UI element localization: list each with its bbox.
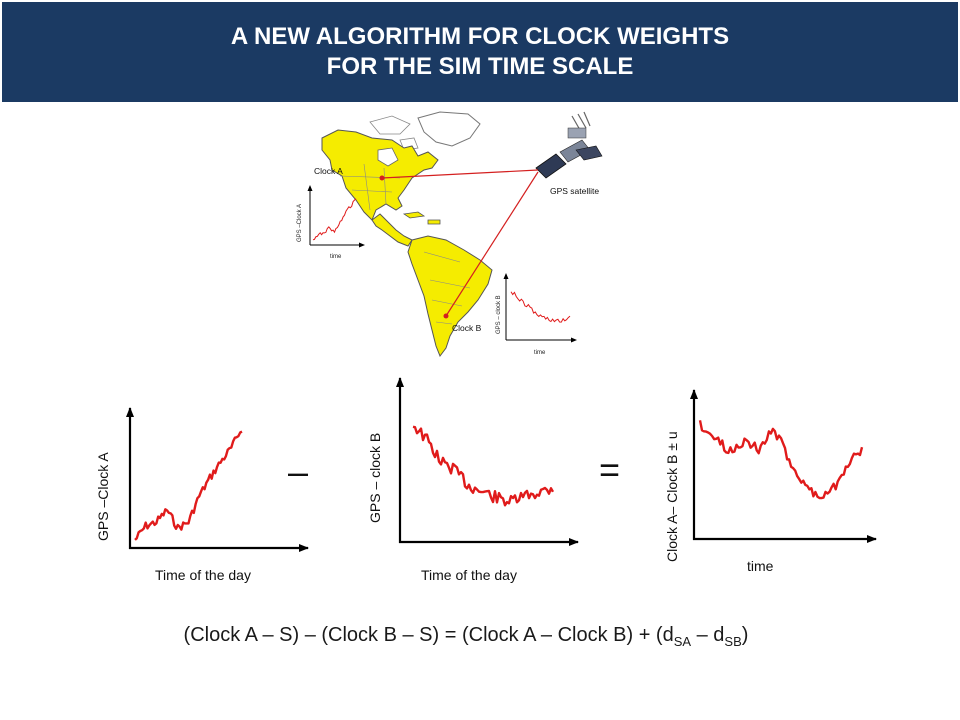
americas-map: Clock A Clock B GPS satellite GPS –Clock… bbox=[297, 111, 603, 358]
panel-b: GPS – clock B Time of the day bbox=[367, 377, 579, 583]
panel-a-xlabel: Time of the day bbox=[155, 567, 251, 583]
title-line-1: A NEW ALGORITHM FOR CLOCK WEIGHTS bbox=[230, 23, 730, 50]
title-line-2: FOR THE SIM TIME SCALE bbox=[326, 53, 634, 80]
link-line-a bbox=[381, 169, 539, 179]
clock-a-marker bbox=[379, 175, 385, 181]
satellite-label: GPS satellite bbox=[550, 186, 599, 196]
link-line-b bbox=[445, 171, 539, 317]
inset-b-xlabel: time bbox=[534, 350, 546, 356]
panel-c-ylabel: Clock A– Clock B ± u bbox=[664, 431, 680, 562]
panel-b-ylabel: GPS – clock B bbox=[367, 433, 383, 523]
inset-a-xlabel: time bbox=[330, 254, 342, 260]
hudson-bay-shape bbox=[377, 147, 399, 167]
caribbean-islands-shape bbox=[402, 211, 441, 225]
inset-chart-b: GPS – clock B time bbox=[496, 273, 577, 356]
panel-c-trace bbox=[698, 420, 864, 500]
minus-operator: – bbox=[288, 451, 308, 492]
formula-equation: (Clock A – S) – (Clock B – S) = (Clock A… bbox=[0, 624, 932, 649]
clock-a-label: Clock A bbox=[314, 166, 343, 176]
clock-b-label: Clock B bbox=[452, 323, 482, 333]
inset-a-ylabel: GPS –Clock A bbox=[297, 204, 303, 242]
gps-satellite-icon bbox=[535, 111, 603, 179]
formula-sub-sa: SA bbox=[673, 634, 692, 649]
north-america-shape bbox=[321, 129, 439, 221]
inset-chart-a: GPS –Clock A time bbox=[297, 185, 365, 260]
inset-b-trace bbox=[510, 291, 571, 323]
title-bar: A NEW ALGORITHM FOR CLOCK WEIGHTS FOR TH… bbox=[2, 2, 958, 102]
panel-b-trace bbox=[412, 425, 555, 507]
greenland-shape bbox=[417, 111, 481, 147]
panel-a: GPS –Clock A Time of the day bbox=[95, 407, 309, 583]
clock-b-marker bbox=[443, 313, 449, 319]
map-borders bbox=[339, 163, 471, 325]
panel-c: Clock A– Clock B ± u time bbox=[664, 389, 877, 574]
central-america-shape bbox=[371, 213, 413, 247]
inset-b-ylabel: GPS – clock B bbox=[496, 295, 502, 334]
panel-c-xlabel: time bbox=[747, 558, 774, 574]
panel-a-ylabel: GPS –Clock A bbox=[95, 452, 111, 541]
panel-b-xlabel: Time of the day bbox=[421, 567, 517, 583]
formula-right: ) bbox=[741, 624, 749, 646]
equals-operator: = bbox=[599, 449, 620, 490]
formula-left: (Clock A – S) – (Clock B – S) = (Clock A… bbox=[183, 624, 674, 646]
inset-a-trace bbox=[312, 198, 357, 241]
formula-mid: – d bbox=[691, 624, 725, 646]
panel-a-trace bbox=[134, 430, 243, 541]
south-america-shape bbox=[407, 235, 493, 358]
formula-sub-sb: SB bbox=[724, 634, 742, 649]
